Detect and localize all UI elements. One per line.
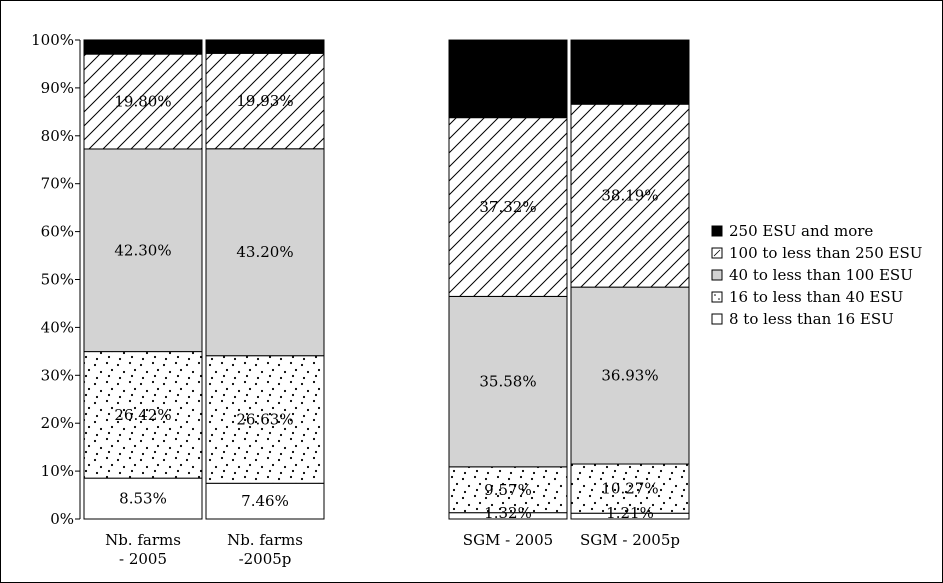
y-tick-label: 100% bbox=[31, 31, 74, 49]
data-label: 1.32% bbox=[484, 504, 532, 522]
data-label: 10.27% bbox=[601, 480, 658, 498]
y-tick-label: 50% bbox=[41, 271, 74, 289]
legend-swatch-dot bbox=[714, 294, 716, 296]
legend-swatch bbox=[711, 225, 723, 237]
data-label: 19.80% bbox=[114, 93, 171, 111]
data-label: 26.63% bbox=[236, 410, 293, 428]
y-tick-label: 90% bbox=[41, 79, 74, 97]
bar-segment bbox=[205, 355, 325, 484]
legend-swatch-hatch bbox=[713, 249, 721, 257]
bar-segment bbox=[448, 39, 568, 119]
legend-swatch-dot bbox=[718, 298, 720, 300]
bar-segment bbox=[570, 286, 690, 465]
legend-swatch bbox=[711, 291, 723, 303]
y-tick-label: 80% bbox=[41, 127, 74, 145]
bar-segment bbox=[205, 52, 325, 150]
data-labels: 8.53% 26.42% 42.30% 19.80% 2.96% 7.46% 26.63% 4… bbox=[114, 39, 658, 522]
legend-swatch bbox=[711, 269, 723, 281]
legend-label: 16 to less than 40 ESU bbox=[729, 288, 903, 306]
data-label: 13.39% bbox=[601, 63, 658, 81]
category-label: SGM - 2005 bbox=[463, 531, 553, 549]
bar-segment bbox=[570, 39, 690, 105]
bars bbox=[83, 39, 690, 520]
data-label: 16.20% bbox=[479, 70, 536, 88]
data-label: 2.96% bbox=[119, 39, 167, 57]
y-tick-label: 60% bbox=[41, 223, 74, 241]
bar-segment bbox=[83, 351, 203, 479]
data-label: 8.53% bbox=[119, 490, 167, 508]
bar-segment bbox=[448, 295, 568, 468]
bar-segment bbox=[83, 477, 203, 520]
y-tick-label: 70% bbox=[41, 175, 74, 193]
category-label: Nb. farms bbox=[105, 531, 181, 549]
bar-segment bbox=[83, 148, 203, 353]
category-label: SGM - 2005p bbox=[580, 531, 680, 549]
bar-segment bbox=[83, 53, 203, 150]
data-label: 2.79% bbox=[241, 39, 289, 57]
legend-swatch bbox=[711, 313, 723, 325]
legend-label: 8 to less than 16 ESU bbox=[729, 310, 894, 328]
legend-label: 100 to less than 250 ESU bbox=[729, 244, 922, 262]
data-label: 38.19% bbox=[601, 187, 658, 205]
bar-segment bbox=[205, 482, 325, 520]
y-tick-label: 20% bbox=[41, 414, 74, 432]
data-label: 9.57% bbox=[484, 481, 532, 499]
data-label: 35.58% bbox=[479, 373, 536, 391]
data-label: 26.42% bbox=[114, 406, 171, 424]
data-label: 37.32% bbox=[479, 198, 536, 216]
bar-segment bbox=[205, 148, 325, 357]
y-tick-label: 0% bbox=[50, 510, 74, 528]
bar-segment bbox=[448, 466, 568, 514]
y-tick-label: 40% bbox=[41, 318, 74, 336]
bar-segment bbox=[570, 103, 690, 288]
data-label: 19.93% bbox=[236, 92, 293, 110]
y-tick-label: 10% bbox=[41, 462, 74, 480]
bar-segment bbox=[570, 463, 690, 514]
category-label: -2005p bbox=[239, 550, 292, 568]
y-axis: 0% 10% 20% 30% 40% 50% 60% 70% 80% 90% 100% bbox=[31, 31, 81, 528]
data-label: 7.46% bbox=[241, 492, 289, 510]
data-label: 36.93% bbox=[601, 367, 658, 385]
bar-segment bbox=[205, 39, 325, 54]
y-tick-label: 30% bbox=[41, 366, 74, 384]
data-label: 42.30% bbox=[114, 241, 171, 259]
data-label: 43.20% bbox=[236, 243, 293, 261]
legend-label: 250 ESU and more bbox=[729, 222, 873, 240]
data-label: 1.21% bbox=[606, 504, 654, 522]
category-label: Nb. farms bbox=[227, 531, 303, 549]
bar-segment bbox=[83, 39, 203, 55]
category-label: - 2005 bbox=[119, 550, 167, 568]
legend-label: 40 to less than 100 ESU bbox=[729, 266, 913, 284]
bar-segment bbox=[448, 117, 568, 297]
legend: 250 ESU and more 100 to less than 250 ESU… bbox=[711, 222, 922, 328]
